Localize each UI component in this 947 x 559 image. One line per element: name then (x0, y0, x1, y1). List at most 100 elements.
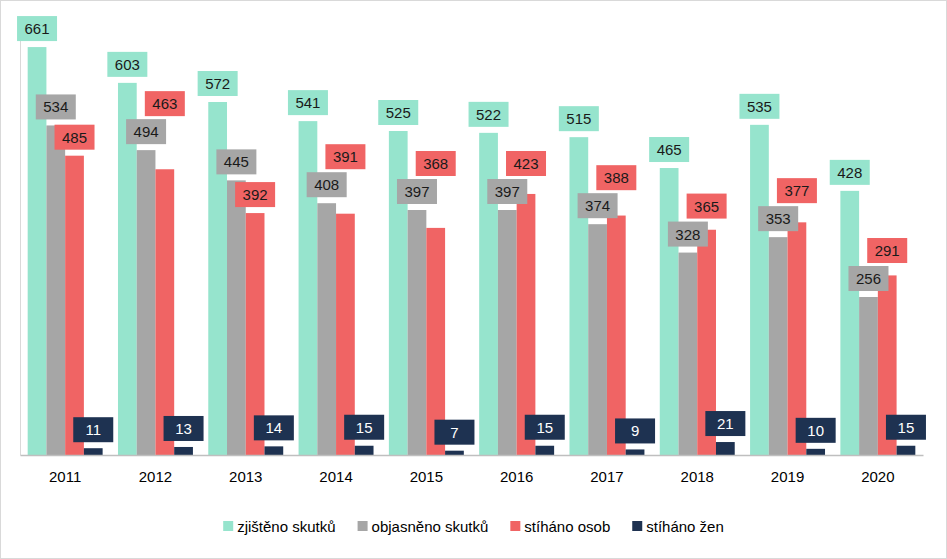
data-label-box (886, 415, 926, 440)
data-label: 423 (506, 151, 546, 176)
data-label: 392 (235, 182, 275, 207)
data-label-box (198, 71, 238, 96)
data-label-text: 374 (585, 197, 610, 214)
data-label-text: 15 (356, 419, 373, 436)
data-label: 353 (758, 206, 798, 231)
legend-label: objasněno skutků (372, 518, 489, 535)
legend-swatch (510, 521, 520, 531)
data-label-box (649, 137, 689, 162)
bar (660, 168, 679, 455)
x-tick-label: 2017 (590, 468, 623, 485)
data-label-box (378, 100, 418, 125)
data-label-text: 485 (62, 129, 87, 146)
data-label-text: 428 (837, 164, 862, 181)
data-label: 515 (559, 106, 599, 131)
bar (46, 125, 65, 455)
data-label-box (668, 222, 708, 247)
data-label-text: 541 (295, 94, 320, 111)
legend-swatch (223, 521, 233, 531)
bar (137, 150, 156, 455)
data-label-box (559, 106, 599, 131)
bar (750, 125, 769, 455)
y-axis-line (20, 24, 21, 456)
x-tick: 2019 (771, 468, 804, 485)
data-label-box (235, 182, 275, 207)
data-label: 291 (867, 238, 907, 263)
x-tick: 2020 (861, 468, 894, 485)
bar (84, 448, 103, 455)
data-label: 15 (344, 415, 384, 440)
data-label-box (777, 178, 817, 203)
data-label-box (126, 119, 166, 144)
data-label-box (307, 172, 347, 197)
data-label: 494 (126, 119, 166, 144)
bar (588, 224, 607, 455)
x-axis-line (21, 455, 924, 457)
data-label-text: 291 (875, 242, 900, 259)
bar (679, 253, 698, 455)
bar (445, 451, 464, 455)
data-label-text: 397 (495, 183, 520, 200)
x-tick: 2018 (681, 468, 714, 485)
bar (859, 297, 878, 455)
bar (299, 121, 318, 455)
data-label-box (487, 179, 527, 204)
data-label: 408 (307, 172, 347, 197)
data-label-text: 494 (134, 123, 159, 140)
data-label: 397 (397, 179, 437, 204)
data-label-box (758, 206, 798, 231)
bar (897, 446, 916, 455)
data-label: 377 (777, 178, 817, 203)
data-label-box (107, 52, 147, 77)
bar (408, 210, 427, 455)
data-label-box (578, 193, 618, 218)
data-label-box (254, 415, 294, 440)
data-label-text: 661 (25, 20, 50, 37)
data-label: 397 (487, 179, 527, 204)
legend: zjištěno skutkůobjasněno skutkůstíháno o… (223, 518, 724, 535)
bar (716, 442, 735, 455)
data-label-box (288, 90, 328, 115)
data-label: 13 (164, 416, 204, 441)
bar (155, 169, 174, 455)
chart: 2011201220132014201520162017201820192020… (0, 0, 947, 559)
data-label: 15 (525, 415, 565, 440)
data-label-text: 515 (566, 110, 591, 127)
data-label-box (145, 91, 185, 116)
data-label-box (739, 94, 779, 119)
data-label-box (73, 417, 113, 442)
bar (65, 156, 84, 455)
data-label: 541 (288, 90, 328, 115)
x-tick: 2011 (49, 468, 81, 485)
data-label-text: 15 (898, 419, 915, 436)
x-tick: 2017 (590, 468, 623, 485)
bar (317, 203, 336, 455)
data-label: 10 (796, 418, 836, 443)
data-label: 7 (434, 420, 474, 445)
data-label-text: 408 (314, 176, 339, 193)
data-label-box (325, 144, 365, 169)
x-tick: 2013 (229, 468, 262, 485)
data-label: 328 (668, 222, 708, 247)
legend-swatch (358, 521, 368, 531)
x-tick-label: 2012 (139, 468, 172, 485)
data-label-box (506, 151, 546, 176)
data-label-box (705, 411, 745, 436)
data-label-text: 535 (747, 98, 772, 115)
data-label-box (615, 418, 655, 443)
data-label-text: 522 (476, 106, 501, 123)
data-label-text: 368 (423, 155, 448, 172)
data-label-text: 397 (404, 183, 429, 200)
data-label-text: 21 (717, 415, 734, 432)
data-label-box (796, 418, 836, 443)
x-tick: 2016 (500, 468, 533, 485)
data-label: 485 (55, 125, 95, 150)
data-label: 465 (649, 137, 689, 162)
bar (174, 447, 193, 455)
data-label: 522 (469, 102, 509, 127)
legend-item: zjištěno skutků (223, 518, 335, 535)
data-label: 428 (830, 160, 870, 185)
data-label-text: 603 (115, 56, 140, 73)
bar (806, 449, 825, 455)
legend-item: objasněno skutků (358, 518, 489, 535)
